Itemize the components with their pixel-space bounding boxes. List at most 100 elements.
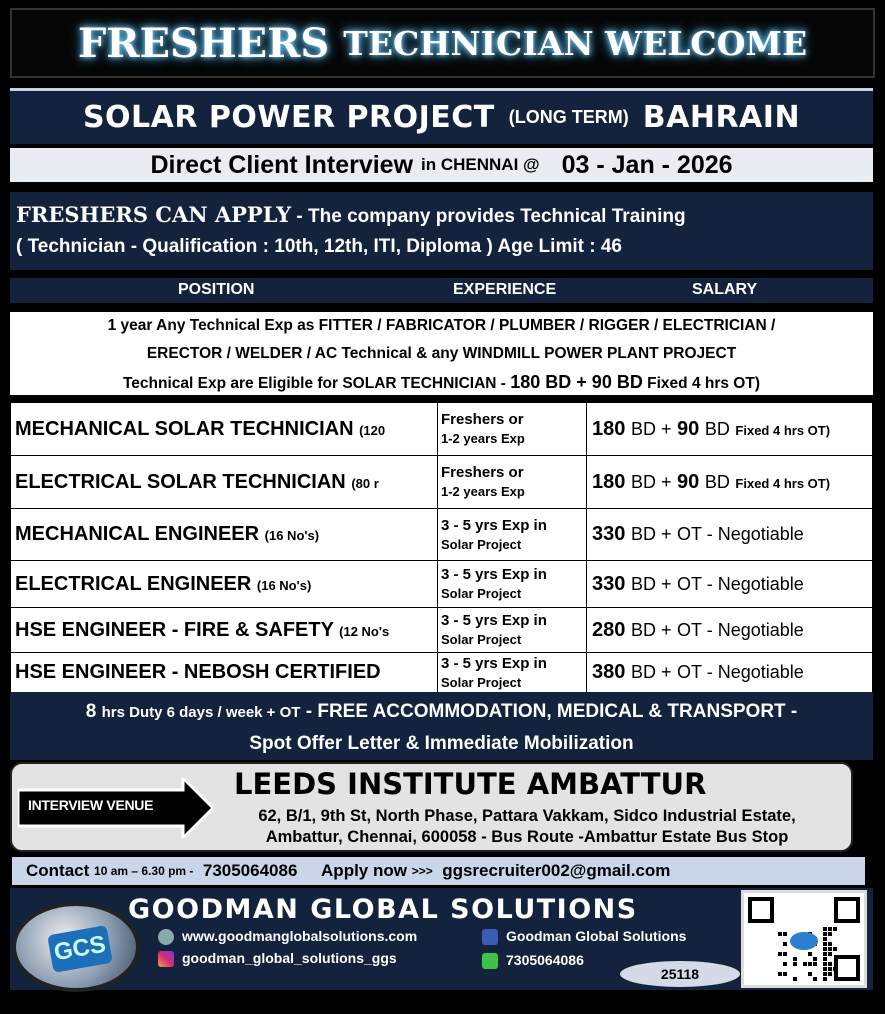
position-count: (12 No's xyxy=(339,623,390,639)
position-count: (120 xyxy=(359,422,386,438)
benefits-banner: 8 hrs Duty 6 days / week + OT - FREE ACC… xyxy=(10,692,873,760)
instagram-icon xyxy=(158,951,174,968)
table-row: ELECTRICAL ENGINEER (16 No's) 3 - 5 yrs … xyxy=(10,560,873,608)
interview-banner: Direct Client Interview in CHENNAI @ 03 … xyxy=(10,148,873,182)
experience-cell: Freshers or 1-2 years Exp xyxy=(437,402,587,456)
instagram-link[interactable]: goodman_global_solutions_ggs xyxy=(182,950,397,966)
salary-cell: 380 BD + OT - Negotiable xyxy=(586,652,873,693)
salary-ot-unit: BD xyxy=(704,418,730,439)
salary-ot: OT - Negotiable xyxy=(677,573,804,594)
experience-cell: 3 - 5 yrs Exp in Solar Project xyxy=(437,607,587,653)
title-freshers: FRESHERS xyxy=(77,19,330,67)
position-count: (80 r xyxy=(351,475,379,491)
experience-line: 3 - 5 yrs Exp in xyxy=(441,612,547,629)
venue-box: INTERVIEW VENUE LEEDS INSTITUTE AMBATTUR… xyxy=(10,762,853,852)
experience-line: Freshers or xyxy=(441,464,524,481)
salary-cell: 330 BD + OT - Negotiable xyxy=(586,508,873,561)
interview-label: Direct Client Interview xyxy=(150,150,414,179)
column-position: POSITION xyxy=(178,281,255,298)
venue-address: 62, B/1, 9th St, North Phase, Pattara Va… xyxy=(202,806,852,848)
qr-code xyxy=(741,890,867,988)
salary-base: 330 xyxy=(592,572,626,595)
qualification-text: ( Technician - Qualification : 10th, 12t… xyxy=(16,236,622,257)
experience-line: Solar Project xyxy=(441,632,522,647)
globe-icon xyxy=(158,929,174,946)
apply-label: Apply now xyxy=(321,861,407,880)
experience-cell: 3 - 5 yrs Exp in Solar Project xyxy=(437,560,587,608)
training-text: - The company provides Technical Trainin… xyxy=(296,206,686,227)
table-row: MECHANICAL SOLAR TECHNICIAN (120 Fresher… xyxy=(10,402,873,456)
contact-hours: 10 am – 6.30 pm - xyxy=(94,864,194,878)
salary-cell: 180 BD + 90 BD Fixed 4 hrs OT) xyxy=(586,455,873,509)
salary-unit: BD + xyxy=(630,418,672,439)
table-header: POSITION EXPERIENCE SALARY xyxy=(10,278,873,303)
freshers-headline: FRESHERS CAN APPLY xyxy=(16,202,292,227)
salary-unit: BD + xyxy=(630,662,672,682)
position-title: HSE ENGINEER - NEBOSH CERTIFIED xyxy=(15,661,381,683)
salary-unit: BD + xyxy=(630,471,672,492)
experience-line: 3 - 5 yrs Exp in xyxy=(441,516,547,534)
experience-line: Solar Project xyxy=(441,586,522,601)
experience-line: 3 - 5 yrs Exp in xyxy=(441,566,547,583)
project-banner: SOLAR POWER PROJECT (LONG TERM) BAHRAIN xyxy=(10,88,873,144)
poster-title: FRESHERS TECHNICIAN WELCOME xyxy=(10,8,875,78)
position-cell: HSE ENGINEER - NEBOSH CERTIFIED xyxy=(10,652,438,693)
whatsapp-number[interactable]: 7305064086 xyxy=(506,952,584,968)
note-salary: 180 BD + 90 BD xyxy=(510,372,643,392)
interview-date: 03 - Jan - 2026 xyxy=(561,150,733,179)
company-name: GOODMAN GLOBAL SOLUTIONS xyxy=(128,894,638,925)
facebook-link[interactable]: Goodman Global Solutions xyxy=(506,928,687,944)
salary-ot: 90 xyxy=(677,470,700,493)
project-term: (LONG TERM) xyxy=(508,107,629,127)
salary-cell: 280 BD + OT - Negotiable xyxy=(586,607,873,653)
salary-ot: OT - Negotiable xyxy=(677,662,804,682)
position-cell: ELECTRICAL SOLAR TECHNICIAN (80 r xyxy=(10,455,438,509)
experience-line: Freshers or xyxy=(441,411,524,428)
salary-ot: OT - Negotiable xyxy=(677,524,804,544)
contact-phone[interactable]: 7305064086 xyxy=(202,861,298,880)
position-title: ELECTRICAL ENGINEER xyxy=(15,572,252,595)
address-line: 62, B/1, 9th St, North Phase, Pattara Va… xyxy=(258,807,796,825)
table-row: MECHANICAL ENGINEER (16 No's) 3 - 5 yrs … xyxy=(10,508,873,561)
experience-line: 1-2 years Exp xyxy=(441,484,525,499)
company-footer: GCS GOODMAN GLOBAL SOLUTIONS www.goodman… xyxy=(10,888,873,992)
column-salary: SALARY xyxy=(692,281,758,298)
facebook-icon xyxy=(482,929,498,946)
contact-email[interactable]: ggsrecruiter002@gmail.com xyxy=(442,861,671,880)
position-title: MECHANICAL ENGINEER xyxy=(15,523,260,545)
note-line: ERECTOR / WELDER / AC Technical & any WI… xyxy=(146,345,737,362)
experience-cell: Freshers or 1-2 years Exp xyxy=(437,455,587,509)
salary-unit: BD + xyxy=(630,573,672,594)
company-logo: GCS xyxy=(12,902,140,992)
duty-schedule: hrs Duty 6 days / week + OT xyxy=(101,704,301,721)
salary-base: 180 xyxy=(592,470,626,493)
experience-cell: 3 - 5 yrs Exp in Solar Project xyxy=(437,508,587,561)
position-count: (16 No's) xyxy=(256,577,312,593)
benefits-text: - FREE ACCOMMODATION, MEDICAL & TRANSPOR… xyxy=(305,701,798,722)
website-link[interactable]: www.goodmanglobalsolutions.com xyxy=(182,928,418,944)
contact-label: Contact xyxy=(26,861,90,880)
position-title: MECHANICAL SOLAR TECHNICIAN xyxy=(15,417,354,440)
project-country: BAHRAIN xyxy=(642,100,801,135)
salary-ot-unit: BD xyxy=(704,471,730,492)
position-cell: ELECTRICAL ENGINEER (16 No's) xyxy=(10,560,438,608)
arrow-icon xyxy=(18,778,213,838)
mobilization-text: Spot Offer Letter & Immediate Mobilizati… xyxy=(249,733,634,754)
salary-base: 330 xyxy=(592,523,626,545)
duty-hours: 8 xyxy=(85,701,97,722)
salary-unit: BD + xyxy=(630,524,672,544)
salary-base: 180 xyxy=(592,417,626,440)
salary-base: 280 xyxy=(592,618,626,641)
venue-arrow: INTERVIEW VENUE xyxy=(18,778,213,838)
position-count: (16 No's) xyxy=(264,528,320,543)
salary-note: Fixed 4 hrs OT) xyxy=(735,475,831,491)
salary-ot: OT - Negotiable xyxy=(677,619,804,640)
experience-line: 3 - 5 yrs Exp in xyxy=(441,654,547,672)
venue-name: LEEDS INSTITUTE AMBATTUR xyxy=(234,767,707,801)
reference-number: 25118 xyxy=(620,961,740,987)
experience-cell: 3 - 5 yrs Exp in Solar Project xyxy=(437,652,587,693)
title-rest: TECHNICIAN WELCOME xyxy=(343,23,808,63)
table-row: ELECTRICAL SOLAR TECHNICIAN (80 r Freshe… xyxy=(10,455,873,509)
project-name: SOLAR POWER PROJECT xyxy=(82,100,495,135)
salary-cell: 330 BD + OT - Negotiable xyxy=(586,560,873,608)
